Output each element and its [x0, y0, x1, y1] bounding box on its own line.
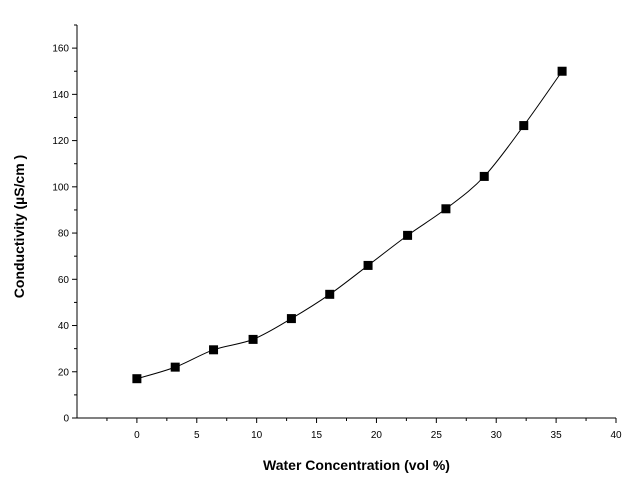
y-tick-label: 40	[58, 321, 70, 332]
data-point	[403, 230, 413, 240]
data-point	[519, 121, 529, 131]
y-tick-label: 60	[58, 275, 70, 286]
y-tick-label: 80	[58, 229, 70, 240]
y-tick-label: 100	[52, 182, 69, 193]
data-point	[441, 204, 451, 214]
x-tick-label: 30	[491, 430, 503, 441]
data-point	[557, 66, 567, 76]
x-tick-label: 5	[194, 430, 200, 441]
data-point	[248, 334, 258, 344]
y-ticks: 0 20 40 60 80 100 120 140 160	[52, 24, 77, 425]
y-tick-label: 20	[58, 367, 70, 378]
data-point	[170, 362, 180, 372]
series-line	[136, 70, 563, 380]
data-point	[325, 289, 335, 299]
x-tick-label: 40	[610, 430, 622, 441]
x-tick-label: 10	[251, 430, 263, 441]
plot-area: 0 5 10 15 20 25 30 35 40 0 20 40 60 80 100 120 140 160	[52, 24, 622, 441]
x-tick-label: 15	[311, 430, 323, 441]
x-tick-label: 20	[371, 430, 383, 441]
data-point	[479, 171, 489, 181]
y-tick-label: 140	[52, 90, 69, 101]
x-axis-title: Water Concentration (vol %)	[263, 457, 450, 473]
x-tick-label: 0	[134, 430, 140, 441]
data-point	[132, 374, 142, 384]
x-tick-label: 25	[431, 430, 443, 441]
data-point	[209, 345, 219, 355]
x-ticks: 0 5 10 15 20 25 30 35 40	[106, 418, 622, 441]
y-axis-title: Conductivity (µS/cm )	[11, 155, 27, 298]
x-tick-label: 35	[551, 430, 563, 441]
data-point	[363, 260, 373, 270]
data-points	[132, 66, 567, 384]
y-tick-label: 120	[52, 136, 69, 147]
y-tick-label: 160	[52, 44, 69, 55]
y-tick-label: 0	[63, 414, 69, 425]
data-point	[286, 314, 296, 324]
